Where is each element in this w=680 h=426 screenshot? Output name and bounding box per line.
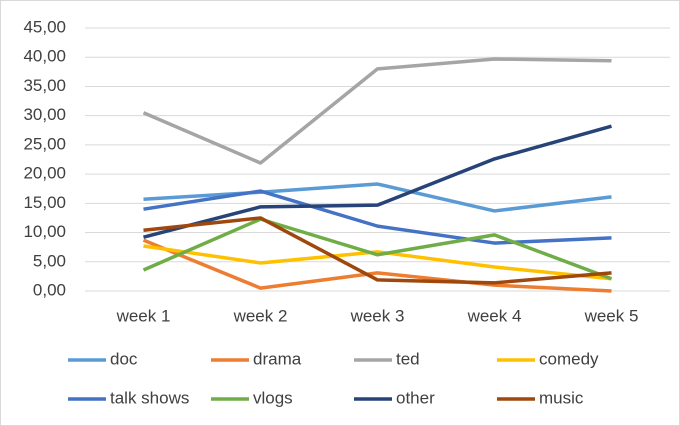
y-tick-label: 35,00	[23, 76, 66, 95]
x-tick-label: week 2	[233, 306, 288, 325]
series-line	[143, 189, 612, 245]
legend-label: talk shows	[110, 388, 189, 407]
x-tick-label: week 4	[467, 306, 522, 325]
x-tick-label: week 1	[116, 306, 171, 325]
y-tick-label: 10,00	[23, 222, 66, 241]
series-line	[142, 238, 612, 293]
x-tick-label: week 3	[350, 306, 405, 325]
legend-label: vlogs	[253, 388, 293, 407]
y-tick-label: 0,00	[33, 280, 66, 299]
y-tick-label: 30,00	[23, 105, 66, 124]
legend-label: doc	[110, 349, 138, 368]
y-tick-label: 25,00	[23, 134, 66, 153]
legend-label: music	[539, 388, 584, 407]
x-tick-label: week 5	[584, 306, 639, 325]
y-tick-label: 20,00	[23, 164, 66, 183]
series-line	[143, 182, 612, 213]
series-line	[143, 124, 612, 239]
series-line	[143, 216, 612, 285]
legend-label: other	[396, 388, 435, 407]
legend-label: comedy	[539, 349, 599, 368]
legend-label: drama	[253, 349, 302, 368]
series-line	[142, 217, 613, 281]
legend-label: ted	[396, 349, 420, 368]
series-line	[143, 244, 612, 281]
y-tick-label: 5,00	[33, 251, 66, 270]
y-tick-label: 15,00	[23, 193, 66, 212]
y-tick-label: 40,00	[23, 47, 66, 66]
y-tick-label: 45,00	[23, 17, 66, 36]
series-line	[142, 57, 612, 165]
